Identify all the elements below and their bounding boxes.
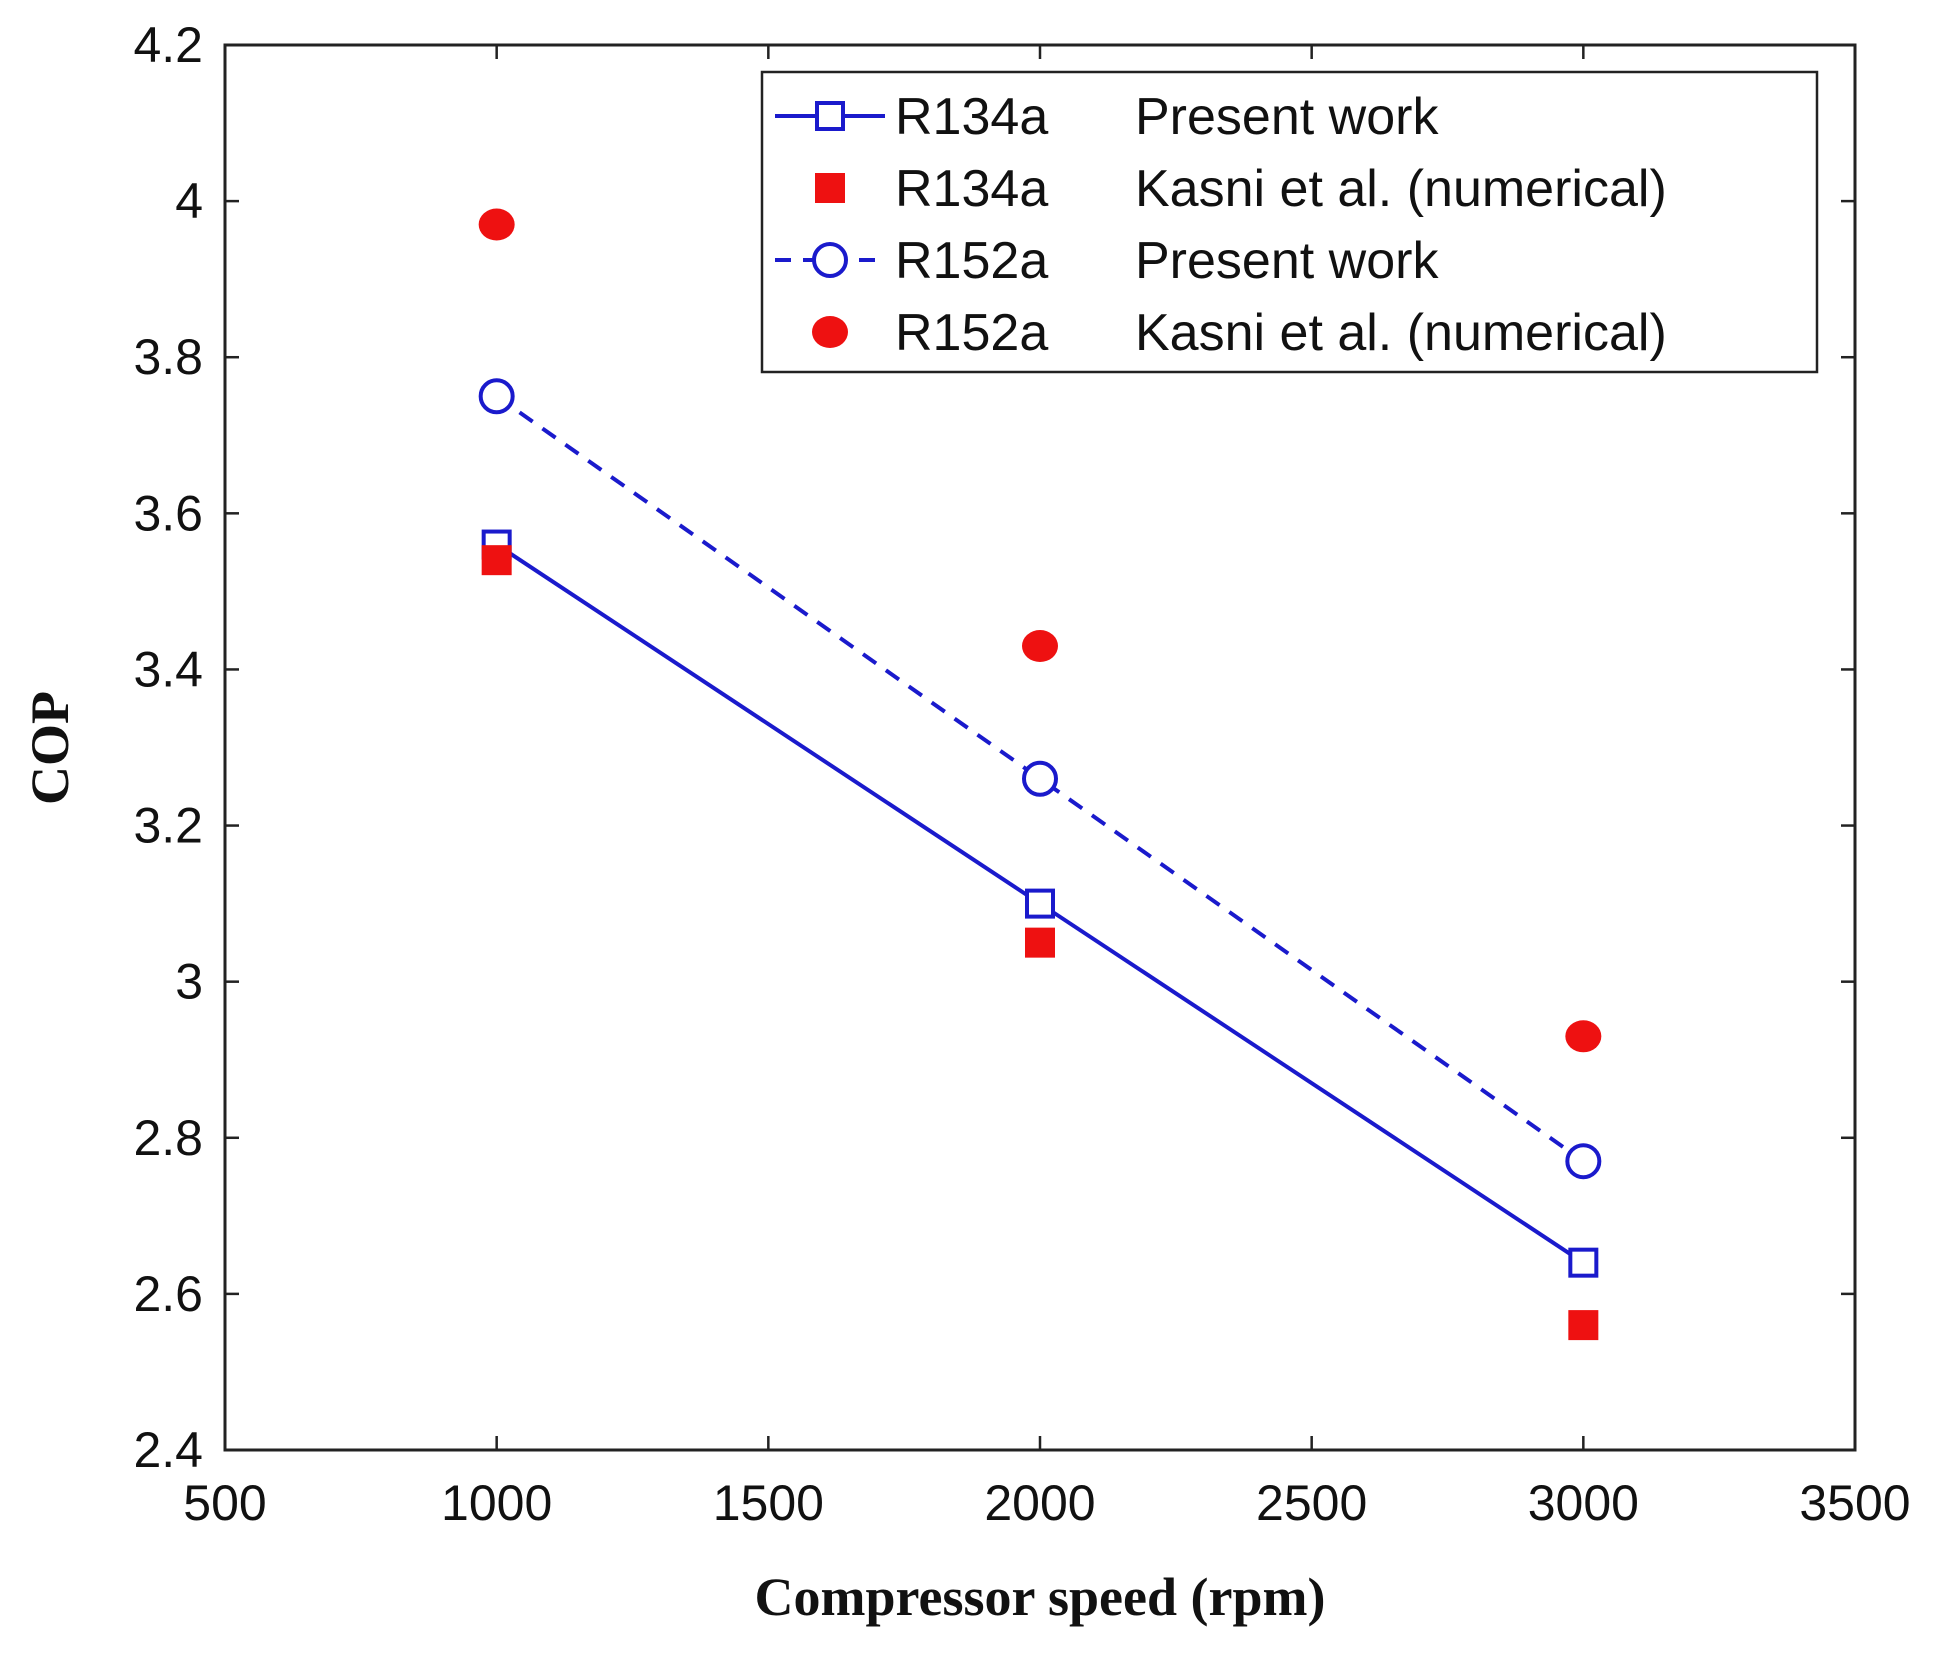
tick-labels: 500 1000 1500 2000 2500 3000 3500 2.4 2.6 2.8 3 3.2…	[133, 17, 1910, 1531]
series-4	[478, 208, 1602, 1053]
x-tick-label: 3500	[1799, 1475, 1910, 1531]
legend-refrigerant: R152a	[895, 232, 1048, 290]
y-tick-label: 2.4	[133, 1422, 203, 1478]
legend-refrigerant: R152a	[895, 304, 1048, 362]
legend-entry: R152a Kasni et al. (numerical)	[812, 304, 1667, 362]
legend-refrigerant: R134a	[895, 88, 1048, 146]
series-2	[481, 545, 1599, 1341]
data-point	[1565, 1143, 1602, 1180]
legend-marker	[812, 242, 848, 278]
legend-marker	[815, 173, 845, 203]
legend-marker	[815, 101, 845, 131]
data-point	[1565, 1020, 1602, 1053]
data-point	[1568, 1310, 1599, 1341]
data-point	[1568, 1247, 1599, 1278]
legend: R134a Present work R134a Kasni et al. (nume…	[760, 70, 1819, 374]
data-point	[1025, 927, 1055, 958]
data-point	[478, 378, 515, 415]
y-tick-label: 4	[175, 173, 203, 229]
legend-marker	[812, 316, 848, 348]
legend-source: Kasni et al. (numerical)	[1135, 304, 1667, 362]
x-tick-label: 2000	[984, 1475, 1095, 1531]
y-tick-label: 3.6	[133, 485, 203, 541]
y-tick-label: 3.4	[133, 641, 203, 697]
legend-source: Present work	[1135, 232, 1439, 290]
x-tick-label: 500	[183, 1475, 266, 1531]
x-tick-label: 1500	[713, 1475, 824, 1531]
legend-source: Present work	[1135, 88, 1439, 146]
data-point	[1022, 760, 1058, 797]
series-3	[478, 378, 1602, 1180]
y-tick-label: 4.2	[133, 17, 203, 73]
data-point	[1025, 888, 1055, 919]
y-axis-title: COP	[20, 691, 80, 805]
legend-source: Kasni et al. (numerical)	[1135, 160, 1667, 218]
data-point	[481, 545, 512, 576]
x-tick-label: 1000	[441, 1475, 552, 1531]
legend-entry: R134a Present work	[775, 88, 1439, 146]
y-tick-label: 2.6	[133, 1266, 203, 1322]
y-tick-label: 2.8	[133, 1110, 203, 1166]
series-1	[481, 529, 1599, 1278]
y-tick-label: 3	[175, 954, 203, 1010]
legend-entry: R134a Kasni et al. (numerical)	[815, 160, 1667, 218]
x-tick-label: 3000	[1528, 1475, 1639, 1531]
legend-entry: R152a Present work	[775, 232, 1439, 290]
legend-refrigerant: R134a	[895, 160, 1048, 218]
x-axis-title: Compressor speed (rpm)	[755, 1567, 1326, 1627]
x-tick-label: 2500	[1256, 1475, 1367, 1531]
y-tick-label: 3.2	[133, 798, 203, 854]
series-line	[495, 394, 1585, 1163]
data-point	[1022, 630, 1058, 663]
legend-box	[760, 70, 1819, 374]
y-tick-label: 3.8	[133, 329, 203, 385]
data-point	[478, 208, 515, 241]
axis-ticks	[223, 43, 1857, 1452]
series-layer	[478, 208, 1602, 1341]
